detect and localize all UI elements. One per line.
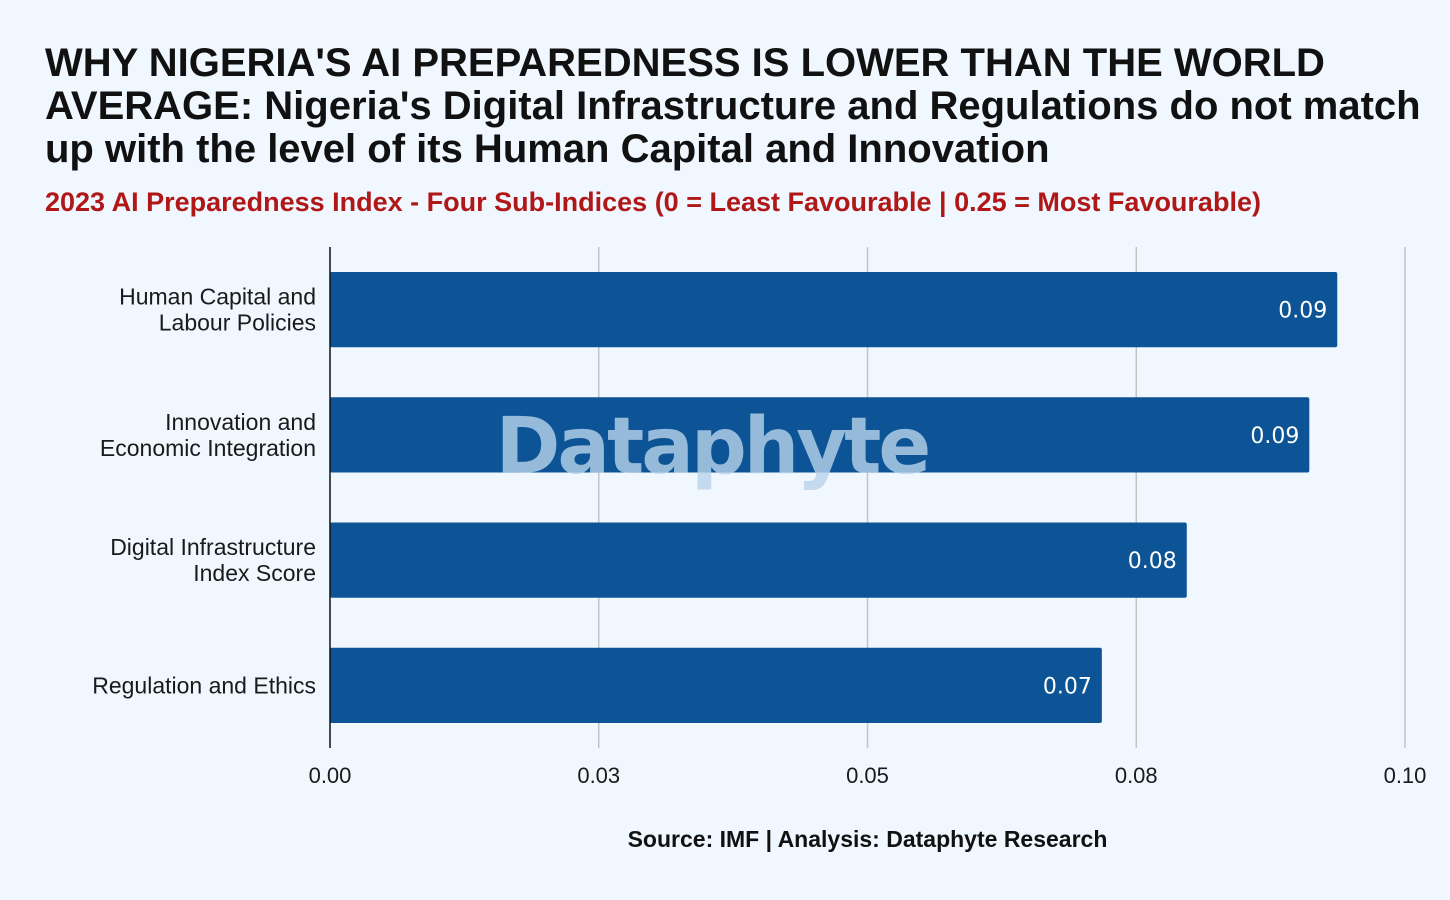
category-label-line: Human Capital and — [119, 284, 316, 310]
x-axis-tick-labels: 0.00 0.03 0.05 0.08 0.10 — [309, 763, 1427, 788]
category-label-line: Digital Infrastructure — [110, 534, 316, 560]
category-label-line: Innovation and — [165, 409, 316, 435]
category-labels: Human Capital and Labour Policies Innovati… — [92, 284, 316, 699]
bar — [330, 397, 1310, 473]
x-tick-label: 0.08 — [1115, 763, 1158, 788]
x-tick-label: 0.03 — [577, 763, 620, 788]
bar-value-label: 0.09 — [1278, 299, 1327, 324]
bar — [330, 522, 1187, 598]
category-label-line: Economic Integration — [100, 435, 316, 461]
x-tick-label: 0.00 — [309, 763, 352, 788]
category-label: Human Capital and Labour Policies — [119, 284, 316, 336]
chart-title: WHY NIGERIA'S AI PREPAREDNESS IS LOWER T… — [45, 41, 1421, 171]
category-label: Digital Infrastructure Index Score — [110, 534, 316, 586]
chart-subtitle: 2023 AI Preparedness Index - Four Sub-In… — [45, 187, 1261, 217]
category-label: Regulation and Ethics — [92, 672, 316, 698]
bar-value-label: 0.07 — [1043, 674, 1092, 699]
source-note: Source: IMF | Analysis: Dataphyte Resear… — [627, 826, 1108, 852]
bar — [330, 647, 1102, 723]
bar-value-label: 0.08 — [1128, 549, 1177, 574]
category-label: Innovation and Economic Integration — [100, 409, 316, 461]
category-label-line: Index Score — [193, 560, 316, 586]
x-tick-label: 0.05 — [846, 763, 889, 788]
bar-value-label: 0.09 — [1250, 424, 1299, 449]
category-label-line: Labour Policies — [159, 310, 316, 336]
category-label-line: Regulation and Ethics — [92, 672, 316, 698]
bars — [330, 272, 1338, 723]
x-tick-label: 0.10 — [1384, 763, 1427, 788]
data-labels: 0.09 0.09 0.08 0.07 — [1043, 299, 1327, 700]
bar — [330, 272, 1338, 348]
watermark-logo: Dataphyte — [496, 402, 929, 492]
